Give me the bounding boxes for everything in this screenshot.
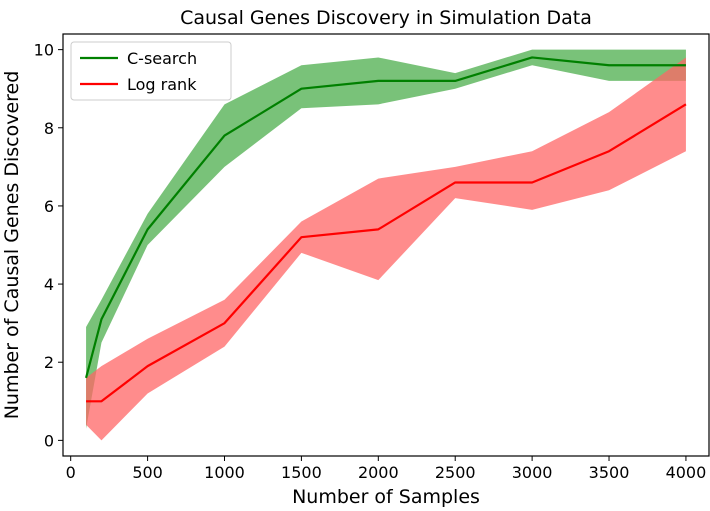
y-tick-label: 2 — [44, 353, 54, 372]
x-axis-label: Number of Samples — [292, 486, 480, 508]
x-tick-label: 2500 — [435, 463, 476, 482]
y-axis: 0 2 4 6 8 10 — [34, 41, 63, 450]
y-tick-label: 6 — [44, 197, 54, 216]
line-series-1 — [86, 103, 687, 403]
legend: C-search Log rank — [70, 41, 232, 101]
chart-title: Causal Genes Discovery in Simulation Dat… — [180, 7, 592, 29]
y-tick-label: 8 — [44, 119, 54, 138]
band-series-0 — [86, 49, 686, 429]
x-tick-label: 0 — [66, 463, 76, 482]
legend-box — [70, 41, 232, 101]
y-axis-label: Number of Causal Genes Discovered — [1, 71, 23, 420]
x-tick-label: 500 — [132, 463, 163, 482]
confidence-bands — [86, 49, 686, 441]
legend-label: Log rank — [127, 75, 197, 94]
x-tick-label: 1000 — [204, 463, 245, 482]
x-tick-label: 1500 — [281, 463, 322, 482]
x-tick-label: 4000 — [666, 463, 707, 482]
plot-area-frame — [62, 33, 710, 457]
x-tick-label: 3000 — [512, 463, 553, 482]
line-series-0 — [85, 56, 686, 379]
y-tick-label: 4 — [44, 275, 54, 294]
y-tick-label: 10 — [34, 41, 54, 60]
series-lines — [85, 56, 687, 403]
x-axis: 0 500 1000 1500 2000 2500 3000 3500 4000 — [66, 456, 707, 482]
x-tick-label: 3500 — [589, 463, 630, 482]
y-tick-label: 0 — [44, 431, 54, 450]
x-tick-label: 2000 — [358, 463, 399, 482]
legend-label: C-search — [127, 49, 197, 68]
band-series-1 — [86, 57, 686, 441]
